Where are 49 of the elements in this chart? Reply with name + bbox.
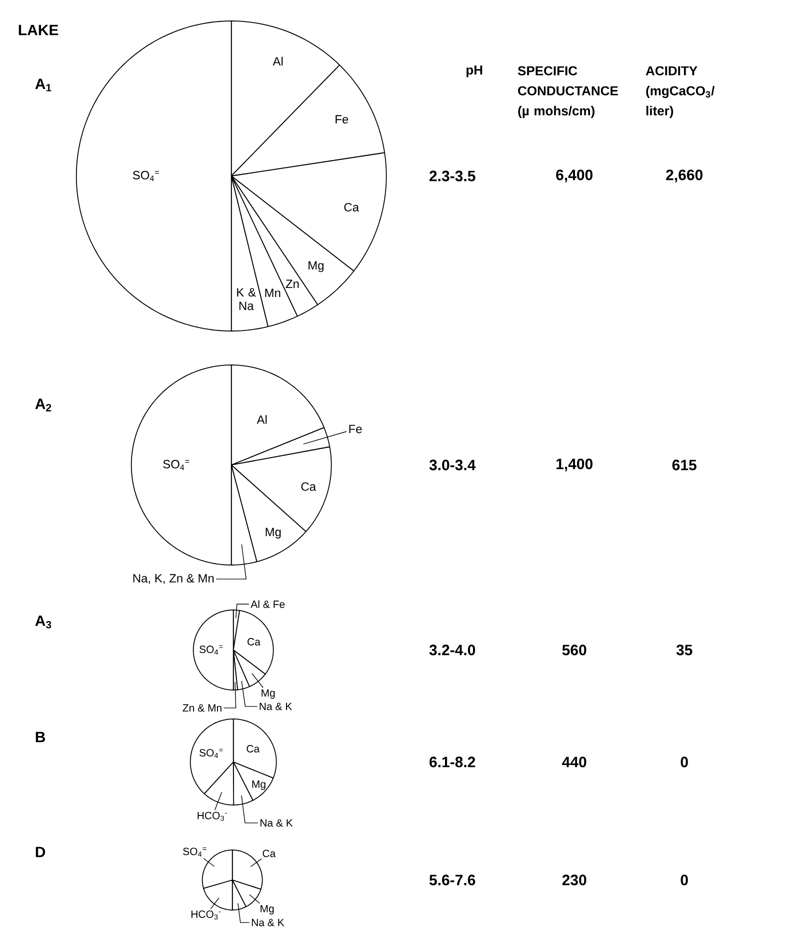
slice-label: Fe <box>349 424 362 434</box>
text: 6.1-8.2 <box>429 756 475 768</box>
text: 440 <box>562 756 586 768</box>
text: 6,400 <box>556 170 592 182</box>
text: B <box>36 732 45 742</box>
slice-label: Ca <box>247 638 260 646</box>
slice-label: Zn & Mn <box>182 704 222 712</box>
slice-label: Ca <box>262 850 276 858</box>
slice-label: Mg <box>266 528 281 539</box>
slice-label: Mg <box>260 905 274 914</box>
slice-label: Al <box>272 56 282 66</box>
slice-label: Al & Fe <box>250 600 284 608</box>
text: D <box>36 846 45 858</box>
text: A$_{3}$ <box>35 616 51 628</box>
slice-label: Ca <box>301 482 316 491</box>
slice-label: Na, K, Zn & Mn <box>133 574 214 584</box>
slice-label: Mn <box>265 288 280 298</box>
slice-label: Na & K <box>260 702 292 710</box>
text: 2,660 <box>666 170 702 182</box>
text: 5.6-7.6 <box>429 874 475 886</box>
slice-label: Ca <box>246 745 260 752</box>
text: LAKE <box>18 24 58 36</box>
category-label: SPECIFIC CONDUCTANCE (µ mohs/cm) <box>518 66 618 118</box>
slice-label: SO$_{4}$= <box>162 460 190 470</box>
category-label: ACIDITY (mgCaCO$_{3}$/ liter) <box>646 66 714 118</box>
text: 3.0-3.4 <box>429 460 476 470</box>
slice-label: Mg <box>308 261 324 272</box>
category-label: pH <box>466 66 482 78</box>
text: 2.3-3.5 <box>429 170 476 182</box>
text: 1,400 <box>556 458 592 472</box>
slice-label: Mg <box>262 689 275 699</box>
slice-label: Zn <box>286 280 299 288</box>
text: 3.2-4.0 <box>429 644 475 656</box>
slice-label: Fe <box>335 115 348 124</box>
slice-label: Ca <box>344 202 359 212</box>
text: 0 <box>680 756 688 768</box>
text: A$_{2}$ <box>35 398 51 412</box>
slice-label: Na & K <box>260 819 293 827</box>
slice-label: K & Na <box>236 288 256 310</box>
text: A$_{1}$ <box>35 78 52 92</box>
slice-label: SO$_{4}$= <box>132 170 159 182</box>
text: 560 <box>562 644 586 656</box>
slice-label: Mg <box>252 780 266 790</box>
slice-label: Al <box>256 415 266 424</box>
text: 0 <box>680 874 688 886</box>
slice-label: Na & K <box>252 918 284 926</box>
text: 615 <box>672 460 696 470</box>
text: 35 <box>676 644 692 656</box>
text: 230 <box>562 874 586 886</box>
